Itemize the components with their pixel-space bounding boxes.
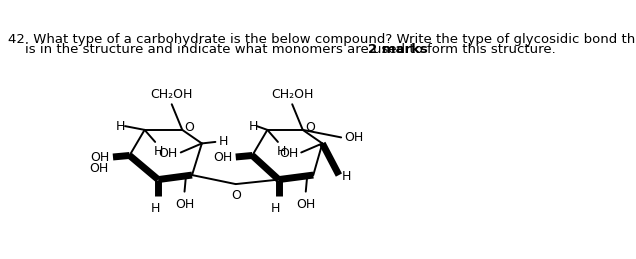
Text: O: O — [305, 121, 315, 134]
Text: OH: OH — [158, 147, 177, 161]
Text: H: H — [277, 145, 286, 158]
Text: 42. What type of a carbohydrate is the below compound? Write the type of glycosi: 42. What type of a carbohydrate is the b… — [8, 33, 636, 46]
Text: H: H — [218, 135, 228, 148]
Text: H: H — [116, 120, 125, 133]
Text: OH: OH — [279, 147, 298, 161]
Text: O: O — [184, 121, 195, 134]
Text: O: O — [231, 189, 240, 202]
Text: OH: OH — [344, 131, 363, 144]
Text: H: H — [151, 202, 160, 215]
Text: is in the structure and indicate what monomers are used to form this structure.: is in the structure and indicate what mo… — [8, 43, 555, 56]
Text: H: H — [342, 170, 351, 183]
Text: CH₂OH: CH₂OH — [271, 88, 314, 101]
Text: OH: OH — [89, 162, 109, 175]
Text: 2 marks: 2 marks — [368, 43, 427, 56]
Text: H: H — [154, 145, 163, 158]
Text: OH: OH — [296, 198, 315, 211]
Text: CH₂OH: CH₂OH — [151, 88, 193, 101]
Text: OH: OH — [214, 151, 233, 164]
Text: OH: OH — [91, 151, 110, 164]
Text: H: H — [249, 120, 258, 133]
Text: OH: OH — [175, 198, 194, 211]
Text: H: H — [271, 202, 280, 215]
